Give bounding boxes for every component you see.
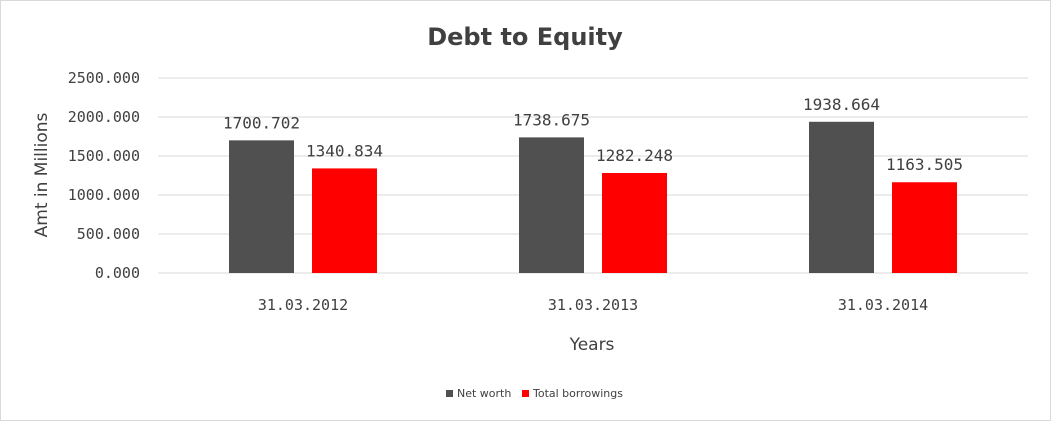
y-tick-label: 500.000 (77, 225, 140, 243)
y-tick-label: 2500.000 (68, 69, 140, 87)
legend-label: Total borrowings (532, 387, 623, 400)
x-category-label: 31.03.2013 (548, 296, 638, 314)
x-category-label: 31.03.2012 (258, 296, 348, 314)
x-axis-title: Years (569, 335, 615, 355)
gridlines (158, 77, 1028, 274)
x-axis-categories: 31.03.2012 31.03.2013 31.03.2014 (258, 296, 928, 314)
data-label: 1340.834 (306, 141, 383, 160)
legend-swatch (446, 390, 453, 397)
y-axis-ticks: 0.000 500.000 1000.000 1500.000 2000.000 2500… (68, 69, 140, 282)
x-category-label: 31.03.2014 (838, 296, 928, 314)
bar (602, 172, 667, 273)
bar (892, 182, 957, 273)
bars (229, 121, 957, 273)
data-labels: 1700.702 1340.834 1738.675 1282.248 1938.664… (223, 95, 963, 174)
y-axis-title: Amt in Millions (32, 112, 52, 237)
bar (519, 137, 584, 273)
legend-label: Net worth (457, 387, 511, 400)
y-tick-label: 2000.000 (68, 108, 140, 126)
data-label: 1163.505 (886, 155, 963, 174)
legend-swatch (522, 390, 529, 397)
data-label: 1282.248 (596, 146, 673, 165)
y-tick-label: 1000.000 (68, 186, 140, 204)
bar (229, 140, 294, 273)
y-tick-label: 0.000 (95, 264, 140, 282)
data-label: 1938.664 (803, 95, 880, 114)
data-label: 1738.675 (513, 110, 590, 129)
chart-title: Debt to Equity (427, 23, 623, 51)
bar (312, 168, 377, 273)
data-label: 1700.702 (223, 113, 300, 132)
y-tick-label: 1500.000 (68, 147, 140, 165)
bar (809, 121, 874, 273)
legend: Net worth Total borrowings (446, 387, 623, 400)
